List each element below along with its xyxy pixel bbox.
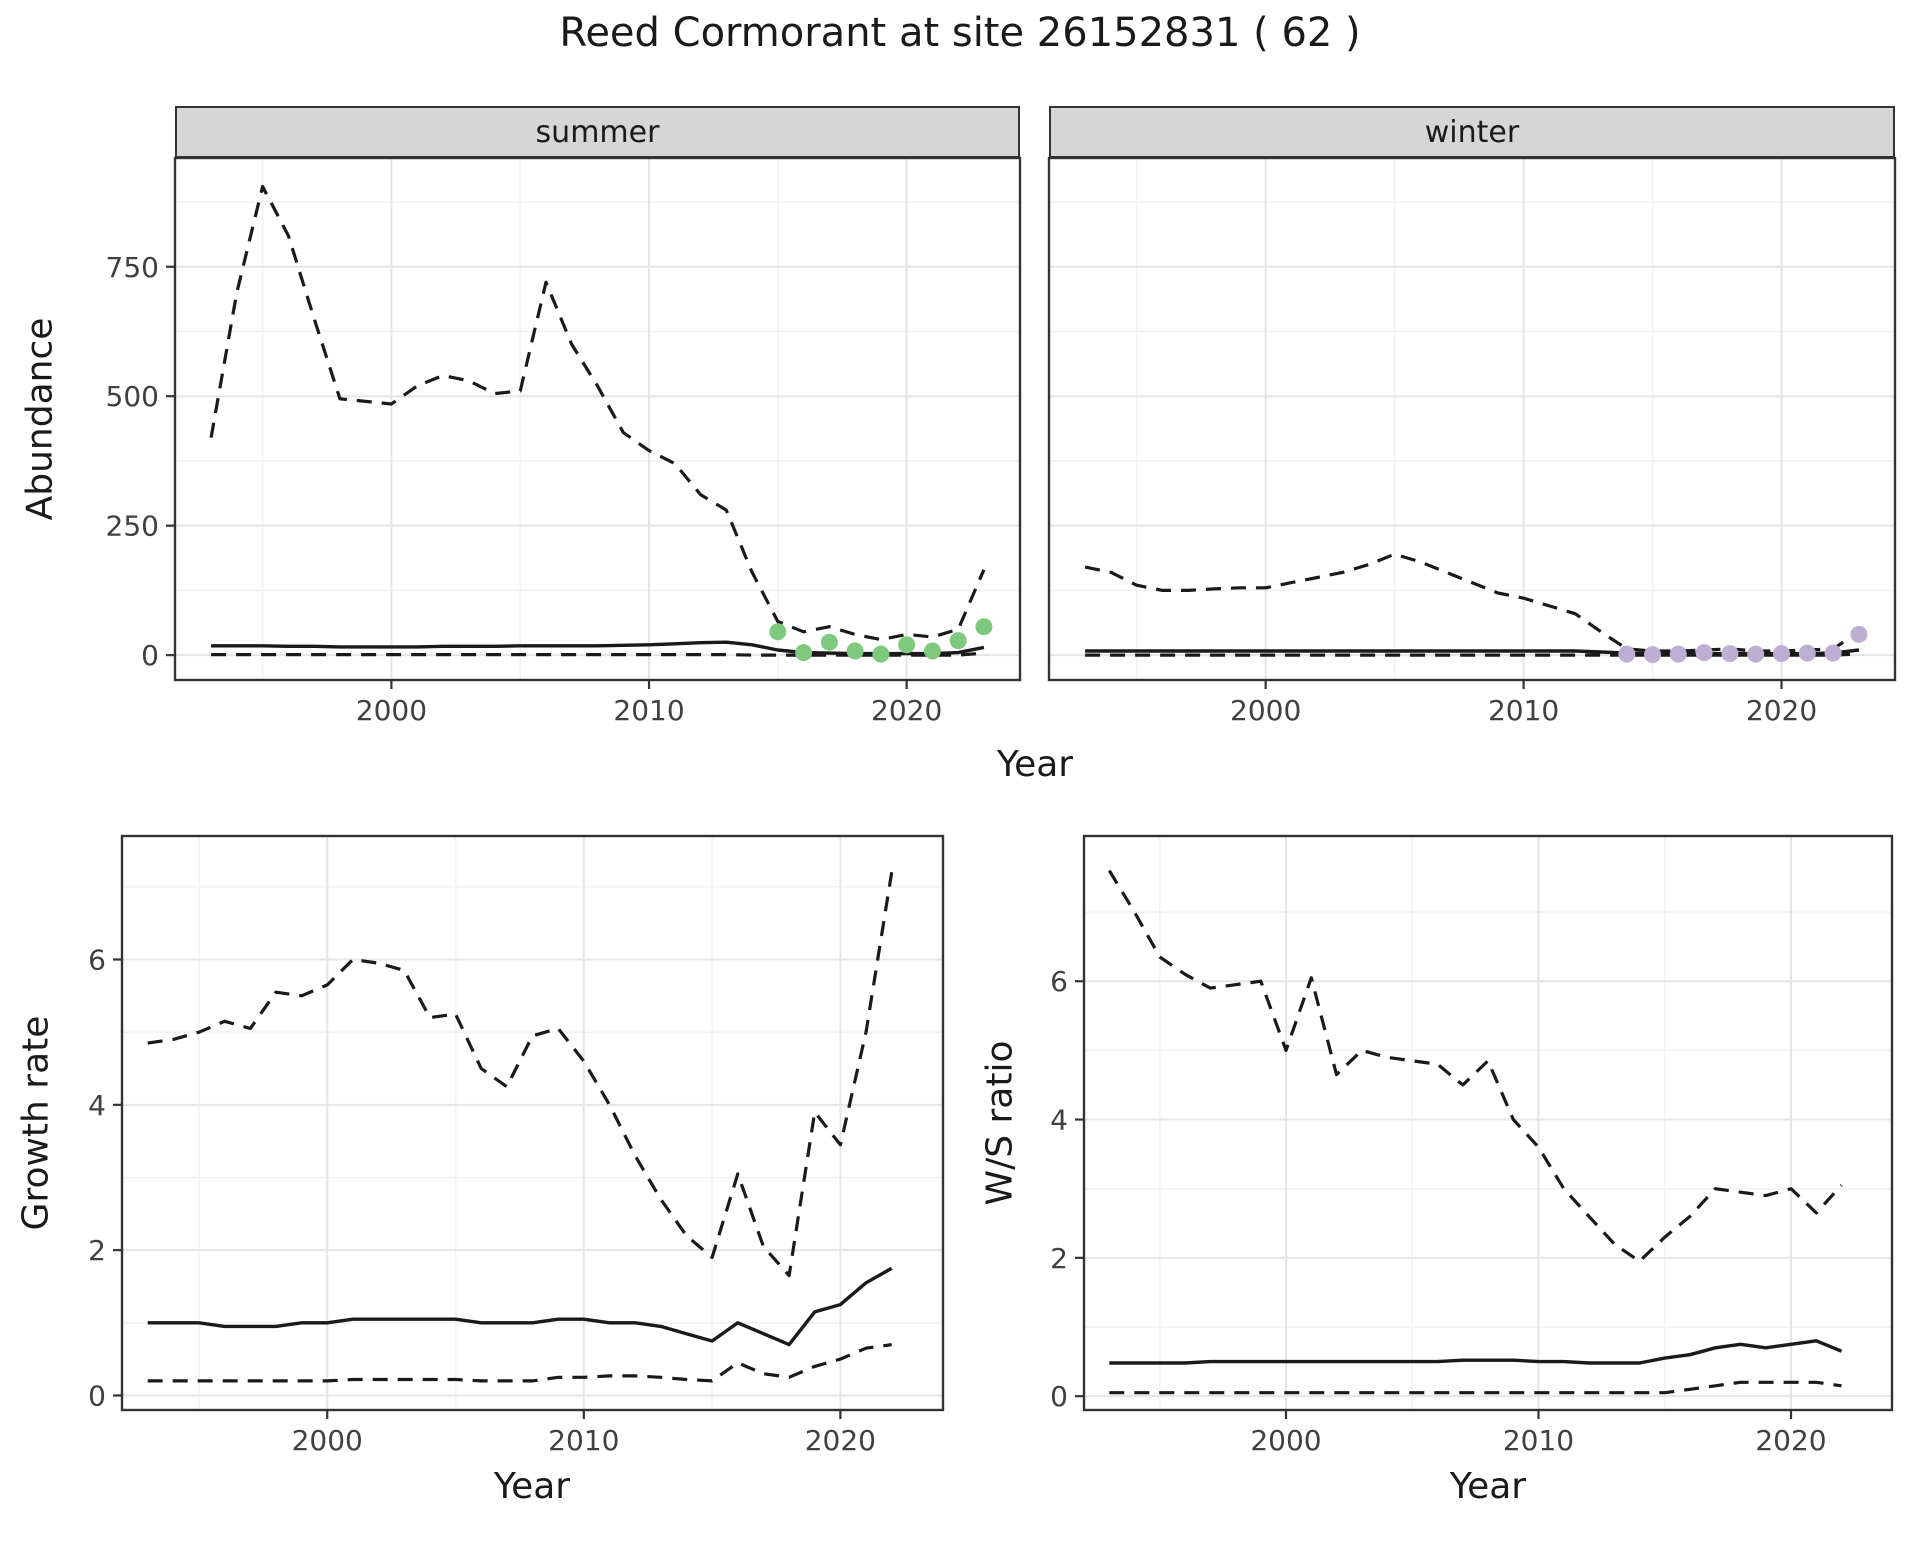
x-tick-label: 2010 [1503, 1424, 1574, 1457]
data-point [872, 645, 890, 663]
data-point [923, 642, 941, 660]
series-lower-ci [1085, 652, 1859, 657]
data-point [1798, 644, 1816, 662]
x-tick-label: 2010 [613, 694, 684, 727]
y-axis-label-abundance: Abundance [19, 317, 61, 521]
data-point [1747, 645, 1765, 663]
data-point [769, 623, 787, 641]
data-point [1850, 625, 1868, 643]
data-point [949, 632, 967, 650]
x-tick-label: 2000 [1250, 1424, 1321, 1457]
series-median [1109, 1339, 1843, 1365]
y-tick-label: 0 [141, 639, 159, 672]
series-upper-ci [209, 184, 986, 642]
data-point [1721, 645, 1739, 663]
x-axis-label-ws-ratio: Year [1449, 1466, 1527, 1507]
data-point [846, 642, 864, 660]
facet-strip-summer: summer [175, 106, 1020, 158]
facet-strip-winter: winter [1049, 106, 1895, 158]
x-tick-label: 2010 [1488, 694, 1559, 727]
data-point [975, 618, 993, 636]
data-point [795, 644, 813, 662]
data-point [820, 633, 838, 651]
series-lower-ci [1109, 1380, 1842, 1395]
panel-background [122, 836, 943, 1410]
panel-border [1047, 156, 1897, 682]
y-axis-label-growth-rate: Growth rate [15, 1015, 57, 1231]
x-tick-label: 2020 [1746, 694, 1817, 727]
x-axis-label-growth-rate: Year [493, 1466, 571, 1507]
y-tick-label: 500 [106, 380, 159, 413]
y-tick-label: 6 [1050, 965, 1068, 998]
series-upper-ci [1107, 869, 1843, 1263]
y-tick-label: 2 [88, 1234, 106, 1267]
panel-border [173, 156, 1022, 682]
y-tick-label: 0 [88, 1379, 106, 1412]
y-tick-label: 6 [88, 944, 106, 977]
y-tick-label: 4 [1050, 1104, 1068, 1137]
panel-border [1082, 834, 1894, 1412]
y-tick-label: 750 [106, 251, 159, 284]
panel-abundance_winter: 2000 2010 2020 [1047, 156, 1897, 727]
x-tick-label: 2010 [548, 1424, 619, 1457]
panel-background [1049, 158, 1895, 680]
panel-border [120, 834, 945, 1412]
x-tick-label: 2000 [356, 694, 427, 727]
data-point [1695, 644, 1713, 662]
panel-ws_ratio: 2000 2010 2020 0 2 4 6 [1050, 834, 1894, 1457]
data-point [1644, 646, 1661, 664]
data-point [1618, 645, 1636, 663]
y-tick-label: 250 [106, 510, 159, 543]
data-point [1824, 644, 1842, 662]
series-median [147, 1266, 893, 1347]
data-point [1773, 645, 1790, 663]
x-tick-label: 2020 [805, 1424, 876, 1457]
panel-growth_rate: 2000 2010 2020 0 2 4 6 [88, 834, 945, 1457]
x-tick-label: 2020 [871, 694, 942, 727]
panel-background [1084, 836, 1892, 1410]
data-point [898, 636, 916, 654]
y-axis-label-ws-ratio: W/S ratio [979, 1040, 1021, 1206]
y-tick-label: 4 [88, 1089, 106, 1122]
x-tick-label: 2000 [292, 1424, 363, 1457]
series-upper-ci [1084, 552, 1860, 653]
panel-background [175, 158, 1020, 680]
series-lower-ci [211, 651, 985, 657]
series-lower-ci [147, 1343, 892, 1383]
x-axis-label-top: Year [996, 744, 1074, 785]
x-tick-label: 2000 [1230, 694, 1301, 727]
data-point [1669, 645, 1687, 663]
y-tick-label: 0 [1050, 1380, 1068, 1413]
x-tick-label: 2020 [1755, 1424, 1826, 1457]
panel-abundance_summer: 2000 2010 2020 0 250 500 750 [106, 156, 1022, 727]
y-tick-label: 2 [1050, 1242, 1068, 1275]
chart-title: Reed Cormorant at site 26152831 ( 62 ) [559, 10, 1361, 56]
